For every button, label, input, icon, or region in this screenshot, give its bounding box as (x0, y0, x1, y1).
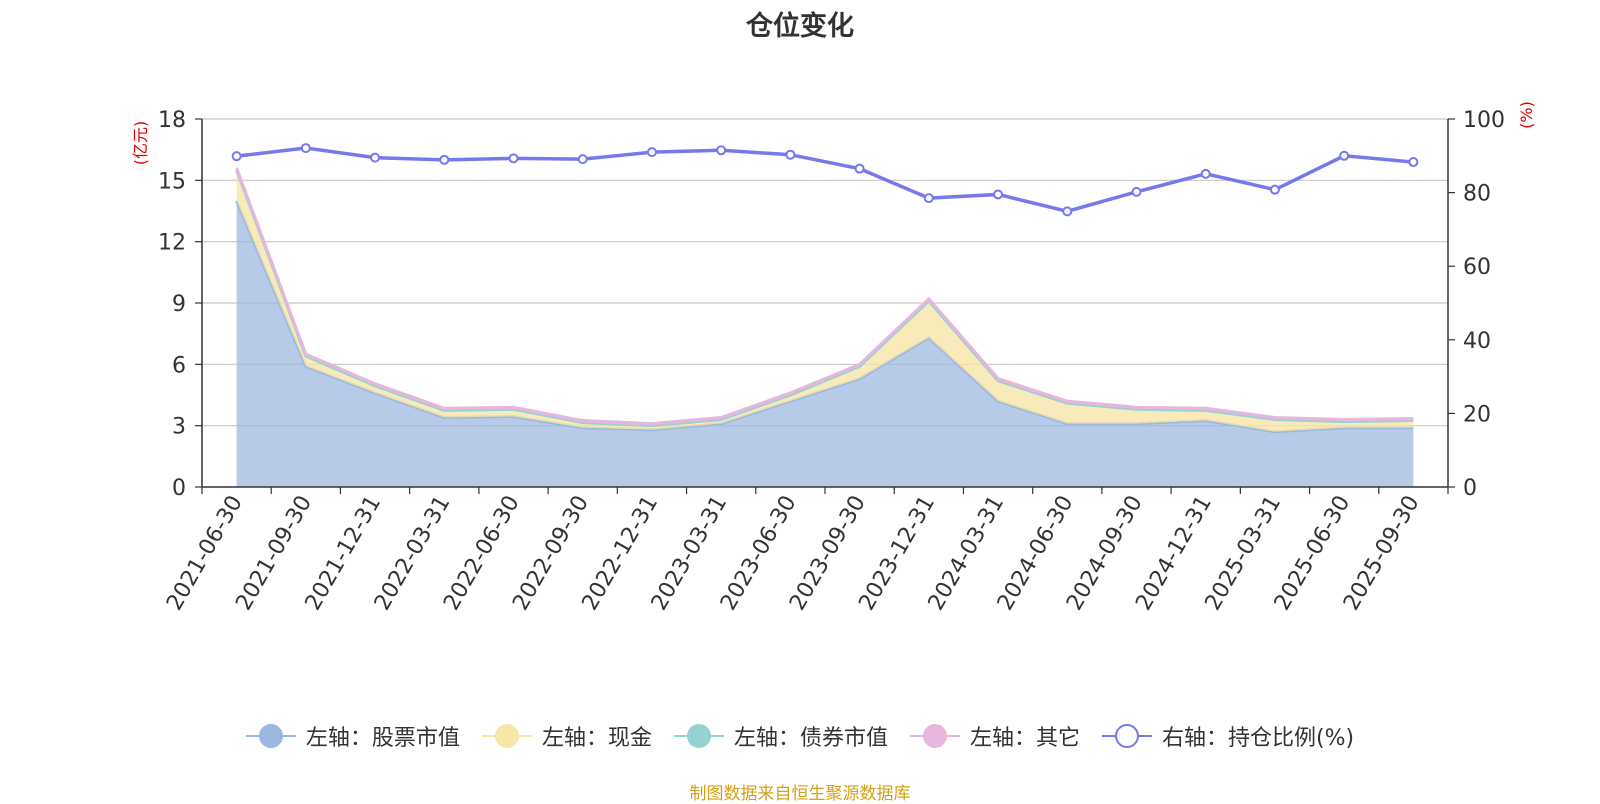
legend-label: 左轴：现金 (541, 726, 652, 751)
left-axis-unit: (亿元) (131, 121, 150, 166)
legend-marker (909, 723, 960, 749)
left-tick-label: 18 (158, 108, 186, 133)
left-tick-label: 9 (172, 292, 186, 317)
ratio-point (1339, 150, 1350, 161)
source-note: 制图数据来自恒生聚源数据库 (689, 784, 911, 804)
ratio-point (1131, 186, 1142, 197)
ratio-line (231, 143, 1419, 217)
legend-marker (245, 723, 296, 749)
legend-marker (673, 723, 724, 749)
legend-item[interactable]: 右轴：持仓比例(%) (1101, 720, 1355, 752)
right-tick-label: 20 (1463, 402, 1491, 427)
ratio-point (1062, 206, 1073, 217)
chart-title: 仓位变化 (746, 11, 854, 42)
right-tick-label: 0 (1463, 476, 1477, 501)
ratio-point (1269, 184, 1280, 195)
ratio-point (785, 149, 796, 160)
ratio-point (993, 189, 1004, 200)
ratio-point (716, 145, 727, 156)
axes: 03691215180204060801002021-06-302021-09-… (158, 108, 1505, 615)
legend-label: 左轴：股票市值 (305, 726, 460, 751)
ratio-series-line (236, 146, 1414, 214)
ratio-point (439, 154, 450, 165)
right-tick-label: 40 (1463, 329, 1491, 354)
legend-marker (481, 723, 532, 749)
ratio-point (1408, 157, 1419, 168)
left-tick-label: 15 (158, 169, 186, 194)
area-series-edge (235, 167, 1414, 426)
ratio-point (646, 147, 657, 158)
ratio-point (231, 151, 242, 162)
left-tick-label: 6 (172, 353, 186, 378)
right-axis-unit: (%) (1517, 101, 1536, 129)
chart-legend: 左轴：股票市值 左轴：现金 左轴：债券市值 左轴：其它 右轴：持仓比例(%) (0, 720, 1600, 752)
legend-item[interactable]: 左轴：债券市值 (673, 720, 888, 752)
legend-item[interactable]: 左轴：股票市值 (245, 720, 460, 752)
legend-label: 右轴：持仓比例(%) (1161, 726, 1355, 751)
ratio-point (1200, 168, 1211, 179)
stacked-areas (235, 167, 1414, 487)
right-tick-label: 80 (1463, 182, 1491, 207)
legend-item[interactable]: 左轴：现金 (481, 720, 652, 752)
ratio-point (923, 193, 934, 204)
area-series (236, 200, 1414, 487)
ratio-point (854, 163, 865, 174)
legend-item[interactable]: 左轴：其它 (909, 720, 1080, 752)
ratio-point (300, 143, 311, 154)
left-tick-label: 0 (172, 476, 186, 501)
legend-marker (1101, 723, 1152, 749)
ratio-point (370, 152, 381, 163)
right-tick-label: 100 (1463, 108, 1505, 133)
legend-label: 左轴：债券市值 (733, 726, 888, 751)
ratio-point (508, 153, 519, 164)
ratio-point (577, 154, 588, 165)
left-tick-label: 3 (172, 415, 186, 440)
right-tick-label: 60 (1463, 255, 1491, 280)
legend-label: 左轴：其它 (969, 726, 1080, 751)
left-tick-label: 12 (158, 231, 186, 256)
